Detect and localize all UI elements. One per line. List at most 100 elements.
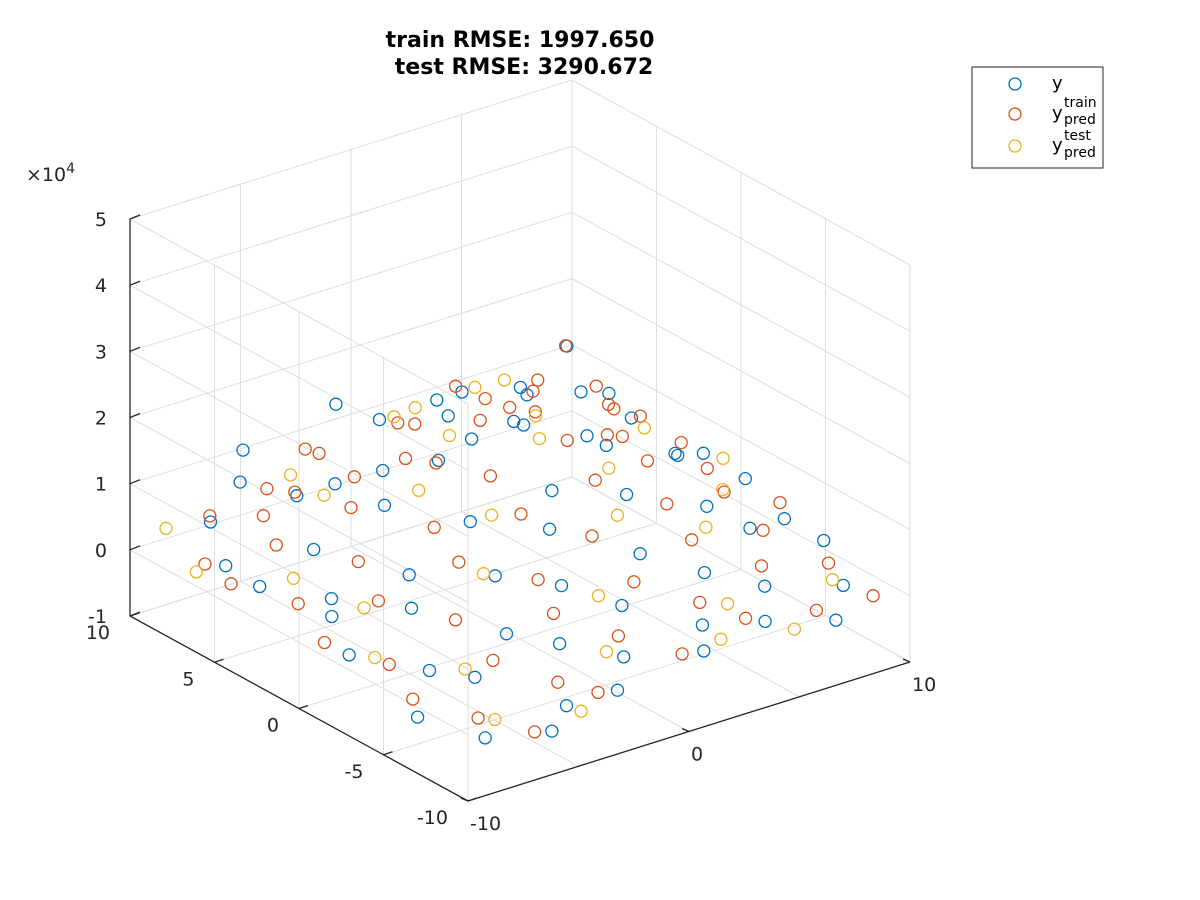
data-point (633, 547, 647, 561)
data-point (431, 453, 446, 468)
data-point (256, 509, 271, 523)
data-point (347, 470, 362, 484)
data-point (233, 475, 247, 489)
left-wall-gridline-z (129, 549, 469, 736)
data-point (342, 648, 356, 662)
data-point (591, 589, 606, 603)
y-tick-mark (383, 751, 393, 756)
data-point (700, 499, 714, 513)
data-point (441, 409, 455, 423)
data-point (404, 601, 419, 615)
y-tick-label: 10 (86, 622, 110, 644)
z-exponent-power: 4 (66, 161, 75, 177)
legend-label-y-pred-test-sub: pred (1064, 145, 1096, 161)
data-point (406, 692, 420, 706)
legend: y y train pred y test pred (971, 66, 1104, 169)
data-point (611, 629, 626, 643)
data-point (674, 435, 688, 450)
data-point (513, 380, 528, 395)
legend-label-y-pred-train-sub: pred (1064, 112, 1096, 128)
data-point (671, 448, 685, 463)
data-point (619, 487, 634, 502)
data-point (357, 601, 371, 615)
legend-entry-y-pred-train: y train pred (1008, 95, 1097, 128)
data-point (312, 446, 326, 461)
data-point (448, 613, 463, 627)
z-tick-mark (129, 214, 141, 220)
data-point (382, 657, 396, 672)
data-point (685, 533, 699, 547)
z-tick-label: 2 (95, 408, 107, 430)
data-point (588, 473, 602, 487)
legend-box (971, 66, 1104, 169)
data-point (203, 509, 217, 523)
data-point (580, 429, 594, 443)
data-point (589, 379, 603, 393)
x-tick-mark (460, 797, 469, 802)
y-tick-mark (214, 658, 224, 663)
data-point (422, 663, 437, 678)
legend-label-y-pred-test-sup: test (1064, 128, 1091, 144)
z-tick-label: -1 (88, 606, 107, 628)
data-point (758, 614, 772, 629)
data-point (442, 428, 457, 443)
floor-gridline-y (383, 615, 826, 756)
data-point (408, 417, 422, 431)
legend-marker-y-pred-test (1008, 139, 1022, 153)
data-point (528, 409, 543, 423)
data-point (531, 373, 545, 387)
data-point (716, 451, 730, 465)
data-point (738, 611, 753, 625)
data-point (430, 393, 444, 407)
back-wall-gridline-z (129, 344, 573, 485)
points-layer (159, 339, 880, 745)
series-1 (198, 339, 880, 739)
z-tick-label: 3 (95, 341, 107, 363)
data-point (198, 557, 212, 571)
data-point (398, 451, 413, 466)
data-point (756, 523, 770, 537)
data-point (371, 594, 386, 608)
title-line-1: train RMSE: 1997.650 (386, 28, 655, 53)
data-point (408, 401, 422, 415)
data-point (554, 578, 569, 593)
data-point (600, 428, 615, 442)
data-point (720, 597, 735, 611)
data-point (203, 515, 218, 529)
z-tick-mark (129, 346, 141, 352)
data-point (526, 384, 540, 398)
data-point (464, 432, 479, 446)
data-point (545, 724, 559, 738)
data-point (542, 522, 557, 536)
data-point (700, 461, 714, 476)
data-point (387, 410, 401, 424)
legend-label-y-pred-train-base: y (1052, 103, 1063, 124)
data-point (552, 637, 567, 651)
data-point (699, 520, 713, 534)
data-point (507, 414, 521, 429)
z-tick-label: 4 (95, 275, 107, 297)
data-point (351, 554, 365, 569)
data-point (368, 650, 382, 665)
data-point (531, 572, 545, 587)
x-tick-mark (902, 658, 911, 663)
data-point (640, 454, 655, 468)
data-point (633, 409, 648, 423)
back-wall-gridline-z (129, 410, 573, 551)
data-point (599, 438, 613, 453)
data-point (253, 579, 267, 594)
data-point (559, 699, 574, 713)
data-point (773, 495, 787, 510)
data-point (527, 725, 542, 739)
data-point (307, 542, 321, 557)
y-tick-label: 0 (267, 715, 279, 737)
left-wall-gridline-z (129, 218, 469, 405)
data-point (738, 471, 752, 486)
data-point (410, 710, 425, 724)
data-point (610, 508, 625, 522)
back-wall-gridline-z (129, 145, 573, 286)
data-point (448, 379, 463, 393)
back-wall-gridline-z (129, 278, 573, 418)
back-wall-gridline-z (129, 79, 573, 220)
z-tick-mark (129, 412, 141, 419)
